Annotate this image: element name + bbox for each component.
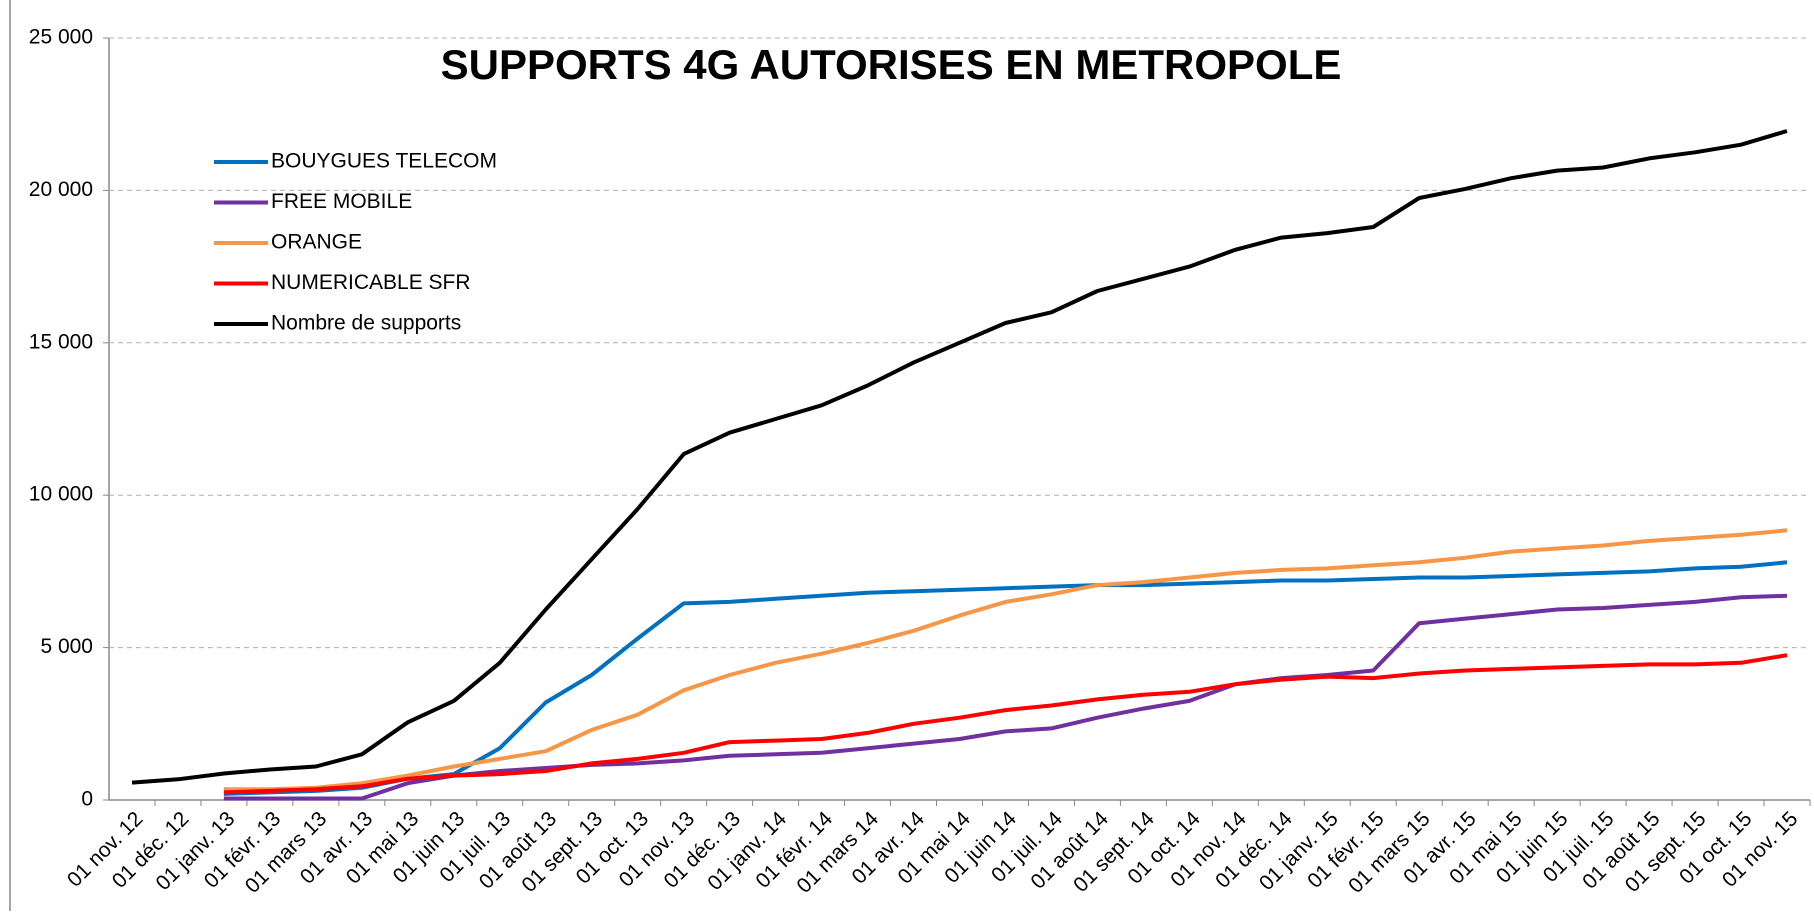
series-line <box>223 653 1788 795</box>
series-line <box>131 129 1788 785</box>
legend-label: ORANGE <box>271 231 362 254</box>
y-tick-label: 15 000 <box>29 330 93 353</box>
series-line <box>223 560 1788 796</box>
series-line <box>223 593 1788 801</box>
legend-label: FREE MOBILE <box>271 190 412 213</box>
legend-label: Nombre de supports <box>271 312 461 335</box>
y-tick-label: 10 000 <box>29 483 93 506</box>
y-tick-label: 25 000 <box>29 26 93 49</box>
y-tick-label: 0 <box>81 788 93 811</box>
y-tick-label: 5 000 <box>40 635 93 658</box>
series-line <box>223 528 1788 792</box>
legend-label: BOUYGUES TELECOM <box>271 150 497 173</box>
y-tick-label: 20 000 <box>29 178 93 201</box>
chart-title: SUPPORTS 4G AUTORISES EN METROPOLE <box>441 41 1342 88</box>
legend-label: NUMERICABLE SFR <box>271 271 471 294</box>
